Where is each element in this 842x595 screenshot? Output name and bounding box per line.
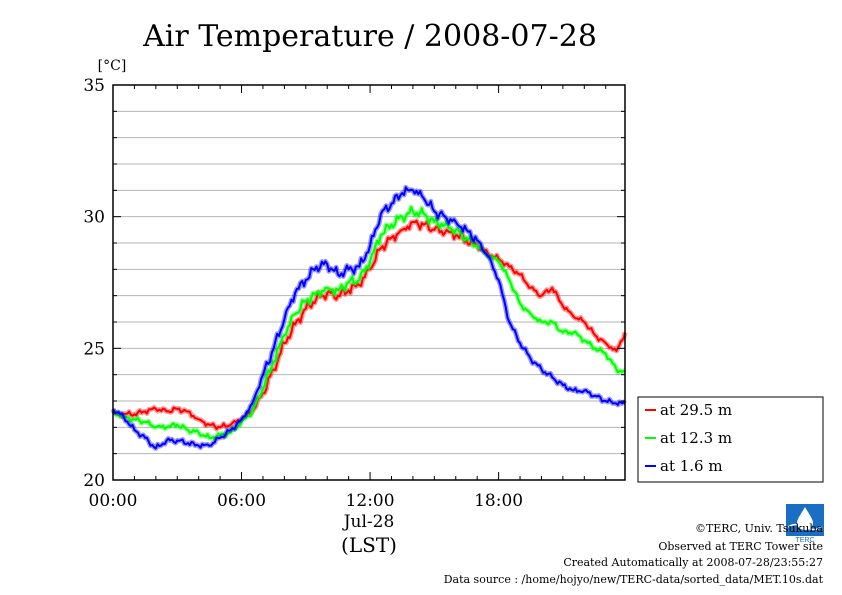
y-tick-label: 35	[83, 76, 105, 96]
credit-copyright: ©TERC, Univ. Tsukuba	[695, 522, 823, 535]
x-tick-label: 00:00	[89, 491, 138, 511]
y-tick-label: 25	[83, 339, 105, 359]
legend-label: at 29.5 m	[660, 401, 732, 419]
x-date-label: Jul-28	[342, 512, 395, 532]
series-lines	[110, 184, 628, 451]
plot-frame	[112, 84, 626, 481]
y-unit-label: [°C]	[98, 58, 127, 74]
credit-data-source: Data source : /home/hojyo/new/TERC-data/…	[444, 573, 824, 586]
y-tick-label: 20	[83, 471, 105, 491]
x-tick-label: 18:00	[474, 491, 523, 511]
logo-text: TERC	[795, 537, 814, 544]
legend-label: at 1.6 m	[660, 457, 723, 475]
legend: at 29.5 m at 12.3 m at 1.6 m	[645, 401, 732, 475]
legend-label: at 12.3 m	[660, 429, 732, 447]
series-halo	[110, 184, 627, 451]
chart-title: Air Temperature / 2008-07-28	[142, 19, 597, 54]
credit-created: Created Automatically at 2008-07-28/23:5…	[563, 556, 823, 569]
legend-box	[637, 396, 824, 483]
x-tick-label: 12:00	[346, 491, 395, 511]
y-tick-labels: 20 25 30 35	[83, 76, 105, 491]
y-tick-label: 30	[83, 208, 105, 228]
x-axis-label: (LST)	[341, 533, 397, 557]
grid-lines	[113, 110, 625, 455]
credit-observed: Observed at TERC Tower site	[658, 540, 823, 553]
x-tick-labels: 00:00 06:00 12:00 18:00	[89, 491, 524, 511]
x-tick-label: 06:00	[217, 491, 266, 511]
terc-logo: TERC	[786, 504, 824, 544]
axis-ticks	[112, 84, 625, 481]
series-line	[112, 186, 626, 450]
series-line	[112, 206, 626, 440]
series-line	[112, 219, 626, 430]
